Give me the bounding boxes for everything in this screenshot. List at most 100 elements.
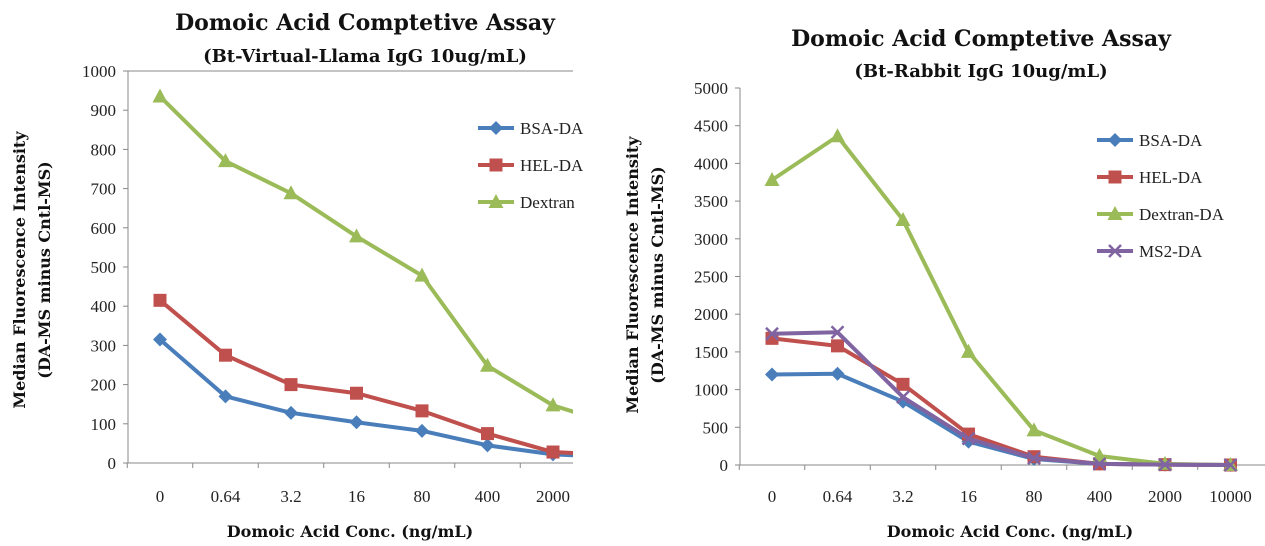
- chart1-data-point: [350, 386, 363, 400]
- chart1-legend: BSA-DA HEL-DA Dextran: [478, 119, 584, 212]
- chart2-x-tick-label: 10000: [1209, 487, 1252, 506]
- chart2-data-point: [765, 367, 779, 382]
- chart2-y-tick-label: 2500: [694, 268, 728, 287]
- chart2-x-tick-label: 16: [960, 487, 977, 506]
- chart1-x-tick-label: 3.2: [280, 487, 301, 506]
- chart2-series-line: [771, 336, 1231, 467]
- chart2-legend-marker: [1108, 170, 1122, 184]
- chart2-y-axis-label-1: Median Fluorescence Intensity: [623, 136, 642, 414]
- chart2-data-point: [830, 325, 845, 340]
- chart2-data-point: [961, 431, 976, 446]
- chart1-y-axis-label-2: (DA-MS minus Cntl-MS): [35, 161, 54, 379]
- chart2-legend-label: Dextran-DA: [1139, 205, 1225, 224]
- chart1-data-point: [153, 332, 167, 347]
- chart2-legend-label: MS2-DA: [1139, 242, 1203, 261]
- chart1-data-point: [545, 397, 561, 412]
- chart1-data-point: [283, 185, 299, 200]
- chart1-data-point: [284, 378, 298, 392]
- chart2-x-tick-label: 80: [1026, 487, 1043, 506]
- chart1-y-tick-label: 700: [91, 180, 117, 199]
- chart1-y-axis-label-1: Median Fluorescence Intensity: [10, 131, 29, 409]
- chart2-data-point: [961, 343, 976, 358]
- chart1-data-point: [349, 228, 364, 243]
- chart2-legend-marker: [1107, 206, 1123, 220]
- chart1-x-tick-label: 400: [475, 487, 501, 506]
- chart2-y-tick-label: 5000: [694, 79, 728, 98]
- chart2-y-tick-label: 500: [703, 418, 729, 437]
- chart2-x-axis-label: Domoic Acid Conc. (ng/mL): [887, 522, 1133, 541]
- chart1-y-tick-label: 0: [108, 454, 117, 473]
- chart1-x-tick-label: 80: [414, 487, 431, 506]
- chart1-y-tick-label: 1000: [82, 62, 116, 81]
- chart1-data-point: [480, 357, 495, 372]
- chart1-y-tick-label: 400: [91, 297, 117, 316]
- chart1-x-tick-label: 16: [348, 487, 365, 506]
- chart1-series-line: [158, 95, 573, 414]
- chart2-data-point: [1027, 451, 1041, 466]
- chart1-data-point: [152, 88, 168, 103]
- chart1-title: Domoic Acid Comptetive Assay: [175, 10, 556, 36]
- chart1-data-point: [611, 418, 626, 432]
- chart2-data-point: [1158, 457, 1172, 472]
- chart1-data-point: [481, 427, 494, 441]
- chart1-y-tick-label: 600: [91, 219, 117, 238]
- chart1-data-point: [349, 415, 364, 430]
- chart2-data-point: [1223, 458, 1238, 472]
- chart2-data-point: [896, 390, 910, 405]
- chart1-legend-label: HEL-DA: [520, 156, 584, 175]
- chart1-legend-marker: [489, 121, 503, 135]
- chart1-x-tick-label: 0.64: [211, 487, 241, 506]
- chart2-data-point: [830, 366, 845, 381]
- chart2-legend-marker: [1108, 133, 1122, 147]
- chart2-series-line: [771, 371, 1231, 467]
- chart2-y-axis-label-2: (DA-MS minus Cntl-MS): [648, 166, 667, 384]
- chart2-y-tick-label: 4500: [694, 117, 728, 136]
- chart1-y-tick-label: 500: [91, 258, 117, 277]
- chart1-series-line: [158, 338, 573, 458]
- chart2-data-point: [896, 377, 910, 391]
- chart1-legend-label: BSA-DA: [520, 119, 584, 138]
- chart1-legend-label: Dextran: [520, 193, 575, 212]
- chart1-data-point: [414, 267, 430, 282]
- chart1-data-point: [218, 389, 233, 404]
- chart1-data-point: [284, 405, 298, 420]
- chart1-legend-marker: [489, 158, 503, 172]
- chart2-y-tick-label: 1000: [694, 381, 728, 400]
- chart2-legend: BSA-DA HEL-DA Dextran-DA MS2-DA: [1097, 131, 1225, 261]
- chart2-x-tick-label: 400: [1087, 487, 1113, 506]
- chart2-y-tick-label: 2000: [694, 305, 728, 324]
- chart2-x-tick-label: 0.64: [823, 487, 853, 506]
- chart1-data-point: [218, 153, 233, 168]
- chart1-subtitle: (Bt-Virtual-Llama IgG 10ug/mL): [203, 46, 527, 67]
- chart2-series-line: [771, 330, 1231, 467]
- chart2-x-tick-label: 3.2: [892, 487, 913, 506]
- chart2-y-tick-label: 0: [720, 456, 729, 475]
- chart1-y-tick-label: 200: [91, 376, 117, 395]
- chart2-data-point: [830, 128, 845, 143]
- chart2-data-point: [765, 326, 779, 341]
- chart1-x-tick-label: 2000: [536, 487, 570, 506]
- chart2-legend-label: HEL-DA: [1139, 168, 1203, 187]
- chart1-data-point: [612, 450, 626, 464]
- chart1-legend-marker: [488, 194, 504, 208]
- chart2-y-tick-label: 1500: [694, 343, 728, 362]
- chart2-subtitle: (Bt-Rabbit IgG 10ug/mL): [854, 61, 1107, 82]
- chart2-y-tick-label: 4000: [694, 154, 728, 173]
- chart2-y-tick-label: 3000: [694, 230, 728, 249]
- chart1-plot-area: [152, 88, 626, 464]
- chart2-legend-label: BSA-DA: [1139, 131, 1203, 150]
- chart1-data-point: [219, 348, 232, 362]
- chart1-series-line: [158, 298, 573, 455]
- chart2-title: Domoic Acid Comptetive Assay: [791, 26, 1172, 52]
- chart2-x-tick-label: 0: [768, 487, 777, 506]
- chart2-data-point: [764, 171, 780, 186]
- chart1-data-point: [415, 423, 429, 438]
- chart2-data-point: [831, 339, 844, 353]
- chart2-y-tick-label: 3500: [694, 192, 728, 211]
- chart2-legend-marker: [1108, 244, 1122, 258]
- chart1-x-tick-label: 0: [156, 487, 165, 506]
- chart1-data-point: [480, 438, 495, 453]
- chart1-x-axis-label: Domoic Acid Conc. (ng/mL): [227, 522, 473, 541]
- chart2-data-point: [1026, 422, 1042, 437]
